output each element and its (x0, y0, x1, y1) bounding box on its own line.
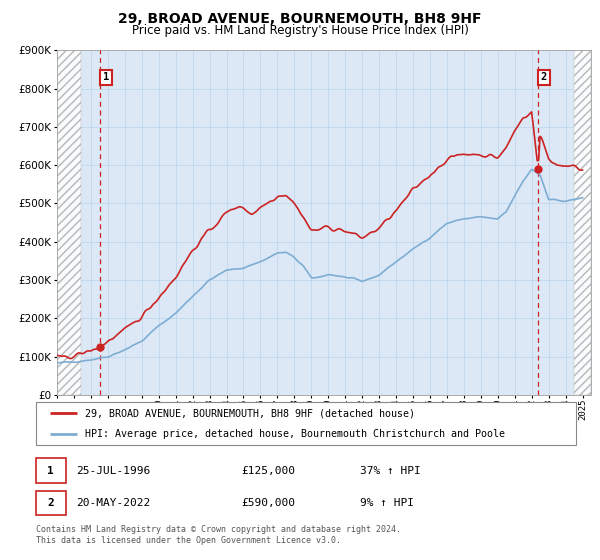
FancyBboxPatch shape (36, 458, 66, 483)
Text: Price paid vs. HM Land Registry's House Price Index (HPI): Price paid vs. HM Land Registry's House … (131, 24, 469, 37)
Text: 1: 1 (103, 72, 109, 82)
Text: 29, BROAD AVENUE, BOURNEMOUTH, BH8 9HF (detached house): 29, BROAD AVENUE, BOURNEMOUTH, BH8 9HF (… (85, 408, 415, 418)
Text: £125,000: £125,000 (241, 465, 295, 475)
Text: 2: 2 (541, 72, 547, 82)
Text: 25-JUL-1996: 25-JUL-1996 (77, 465, 151, 475)
Text: 29, BROAD AVENUE, BOURNEMOUTH, BH8 9HF: 29, BROAD AVENUE, BOURNEMOUTH, BH8 9HF (118, 12, 482, 26)
Text: Contains HM Land Registry data © Crown copyright and database right 2024.
This d: Contains HM Land Registry data © Crown c… (36, 525, 401, 545)
Text: 2: 2 (47, 498, 54, 508)
FancyBboxPatch shape (36, 402, 576, 445)
FancyBboxPatch shape (36, 491, 66, 515)
Text: 37% ↑ HPI: 37% ↑ HPI (360, 465, 421, 475)
Text: 9% ↑ HPI: 9% ↑ HPI (360, 498, 414, 508)
Text: HPI: Average price, detached house, Bournemouth Christchurch and Poole: HPI: Average price, detached house, Bour… (85, 430, 505, 439)
Text: £590,000: £590,000 (241, 498, 295, 508)
Text: 20-MAY-2022: 20-MAY-2022 (77, 498, 151, 508)
Text: 1: 1 (47, 465, 54, 475)
